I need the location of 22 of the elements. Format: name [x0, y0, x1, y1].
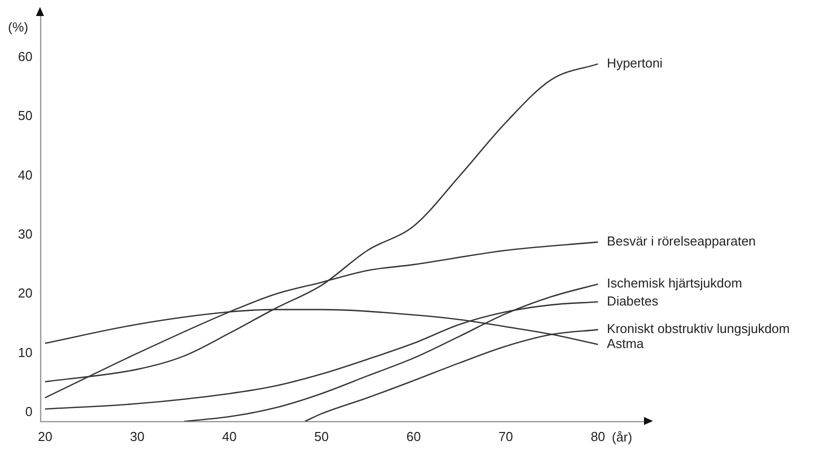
x-axis-title: (år) [612, 429, 632, 444]
x-tick-label: 70 [498, 428, 514, 444]
x-tick-label: 40 [222, 428, 237, 444]
series-label: Astma [606, 336, 645, 352]
series-label: Ischemisk hjärtsjukdom [606, 276, 742, 291]
x-tick-label: 30 [130, 428, 144, 444]
series-label: Kroniskt obstruktiv lungsjukdom [606, 321, 790, 336]
y-tick-label: 20 [18, 286, 32, 301]
y-tick-label: 40 [18, 167, 32, 182]
y-tick-label: 60 [18, 49, 32, 64]
y-tick-label: 50 [18, 108, 32, 124]
x-tick-label: 50 [314, 428, 329, 444]
series-label: Hypertoni [606, 56, 663, 71]
series-label: Diabetes [606, 293, 659, 308]
x-tick-label: 20 [38, 428, 52, 444]
y-tick-label: 0 [25, 404, 32, 420]
y-axis-title: (%) [8, 20, 28, 35]
y-tick-label: 30 [18, 226, 32, 242]
x-tick-label: 60 [406, 428, 421, 444]
y-tick-label: 10 [18, 344, 32, 360]
x-tick-label: 80 [590, 428, 606, 444]
series-label: Besvär i rörelseapparaten [606, 234, 756, 249]
